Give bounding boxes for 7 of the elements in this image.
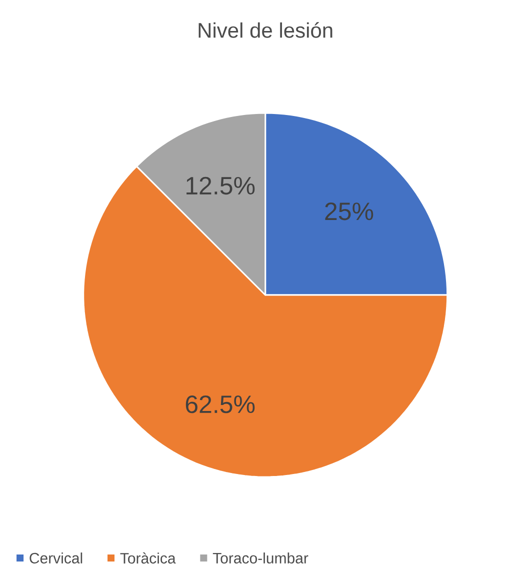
legend-label: Toràcica [120,552,176,564]
data-label: 62.5% [186,395,254,414]
data-label: 25% [325,202,373,220]
legend-label: Cervical [30,552,82,564]
chart-title: Nivel de lesión [198,22,332,38]
data-label: 12.5% [186,176,254,195]
legend-label: Toraco-lumbar [212,552,308,564]
